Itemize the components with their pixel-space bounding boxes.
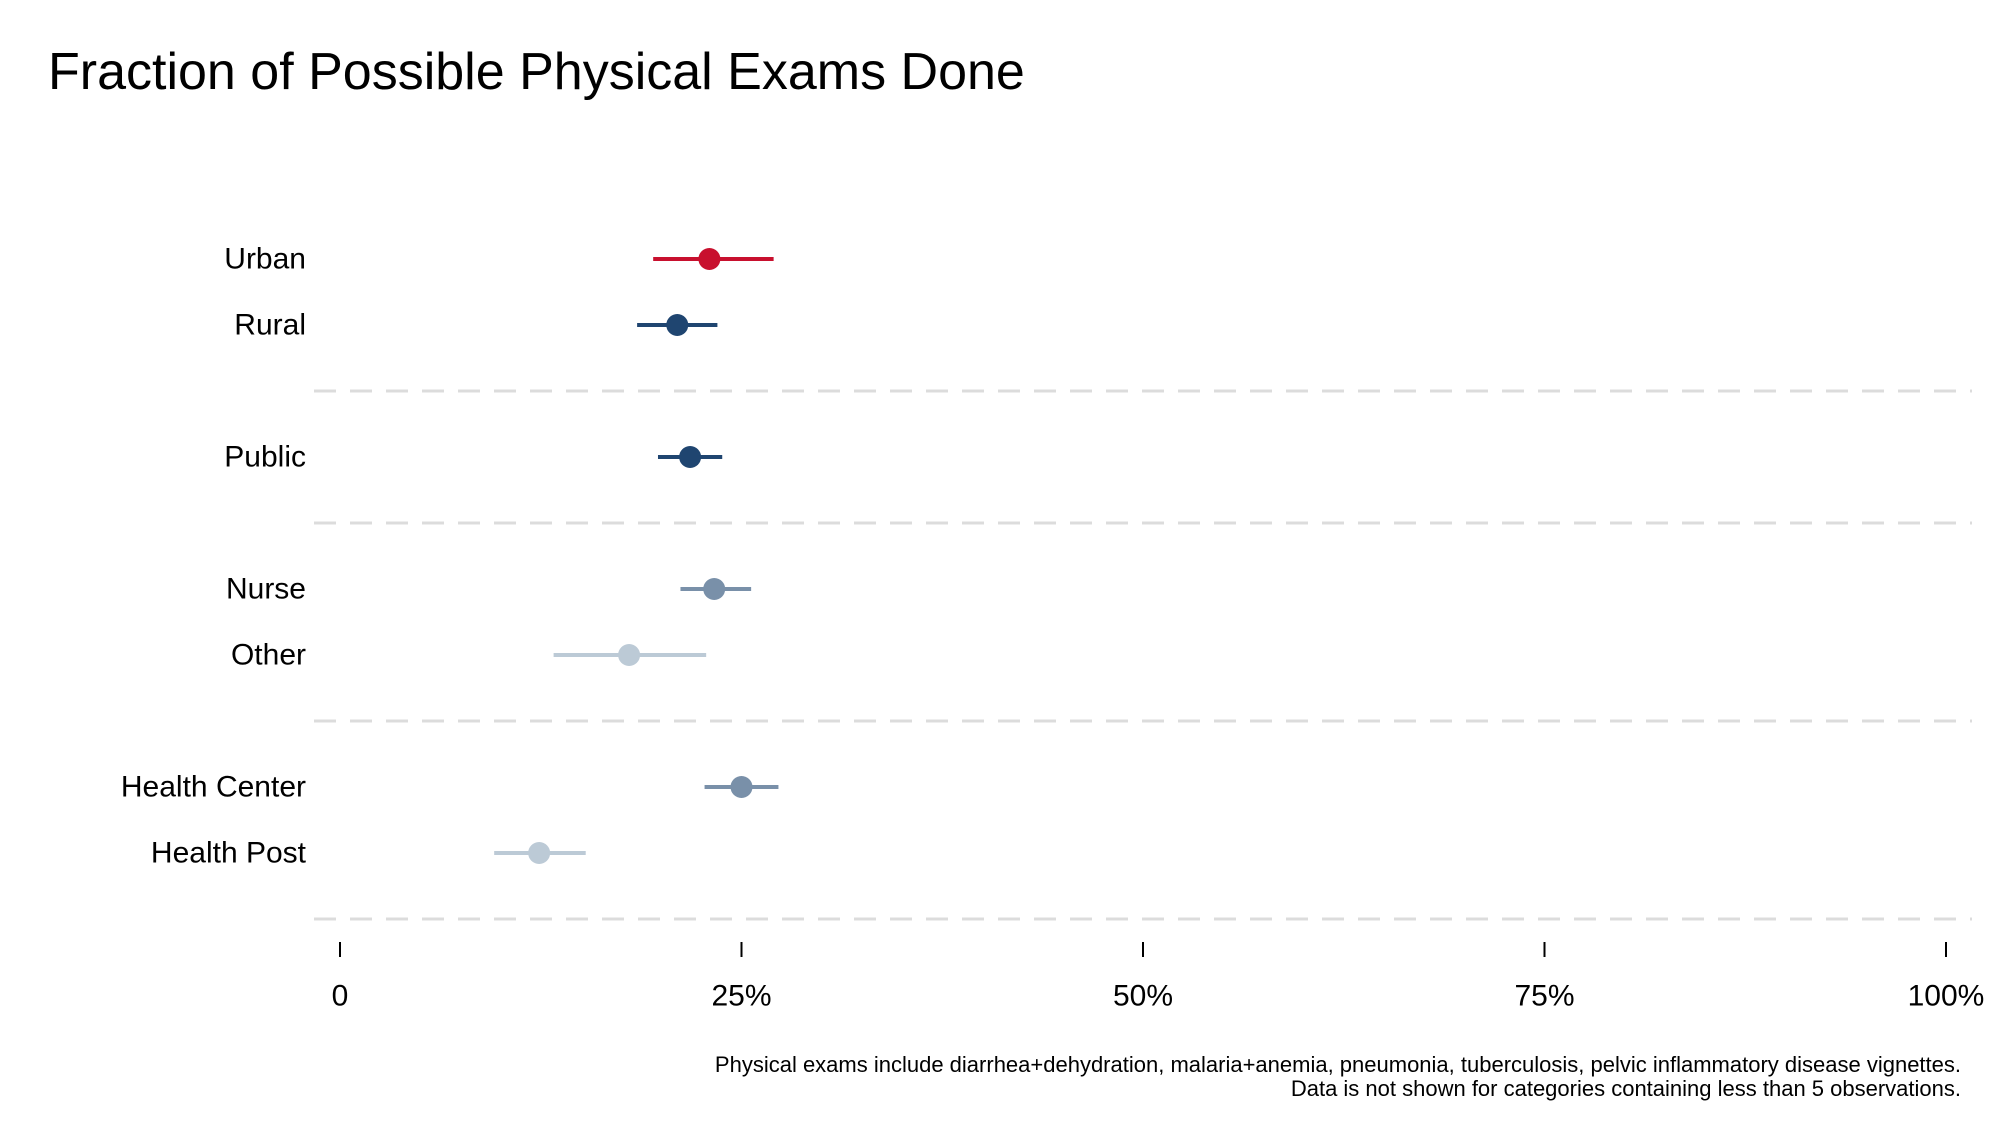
- row-label-other: Other: [231, 639, 306, 672]
- row-label-health-post: Health Post: [151, 837, 307, 870]
- x-tick-label-75: 75%: [1514, 980, 1574, 1013]
- point-urban: [698, 248, 721, 270]
- row-label-public: Public: [224, 441, 306, 474]
- point-nurse: [703, 578, 726, 600]
- row-label-urban: Urban: [224, 243, 306, 276]
- x-tick-label-25: 25%: [711, 980, 771, 1013]
- point-public: [679, 446, 702, 468]
- x-tick-label-0: 0: [332, 980, 349, 1013]
- x-tick-label-100: 100%: [1908, 980, 1985, 1013]
- row-label-nurse: Nurse: [226, 573, 306, 606]
- row-label-health-center: Health Center: [121, 771, 306, 804]
- point-rural: [666, 314, 689, 336]
- footnote-line-2: Data is not shown for categories contain…: [1290, 1076, 1961, 1101]
- chart-title: Fraction of Possible Physical Exams Done: [48, 43, 1025, 101]
- chart-footnote: Physical exams include diarrhea+dehydrat…: [715, 1053, 1961, 1101]
- point-health-center: [730, 776, 753, 798]
- footnote-line-1: Physical exams include diarrhea+dehydrat…: [714, 1052, 1961, 1077]
- row-label-rural: Rural: [234, 309, 306, 342]
- x-tick-label-50: 50%: [1113, 980, 1173, 1013]
- point-health-post: [528, 842, 551, 864]
- point-other: [618, 644, 641, 666]
